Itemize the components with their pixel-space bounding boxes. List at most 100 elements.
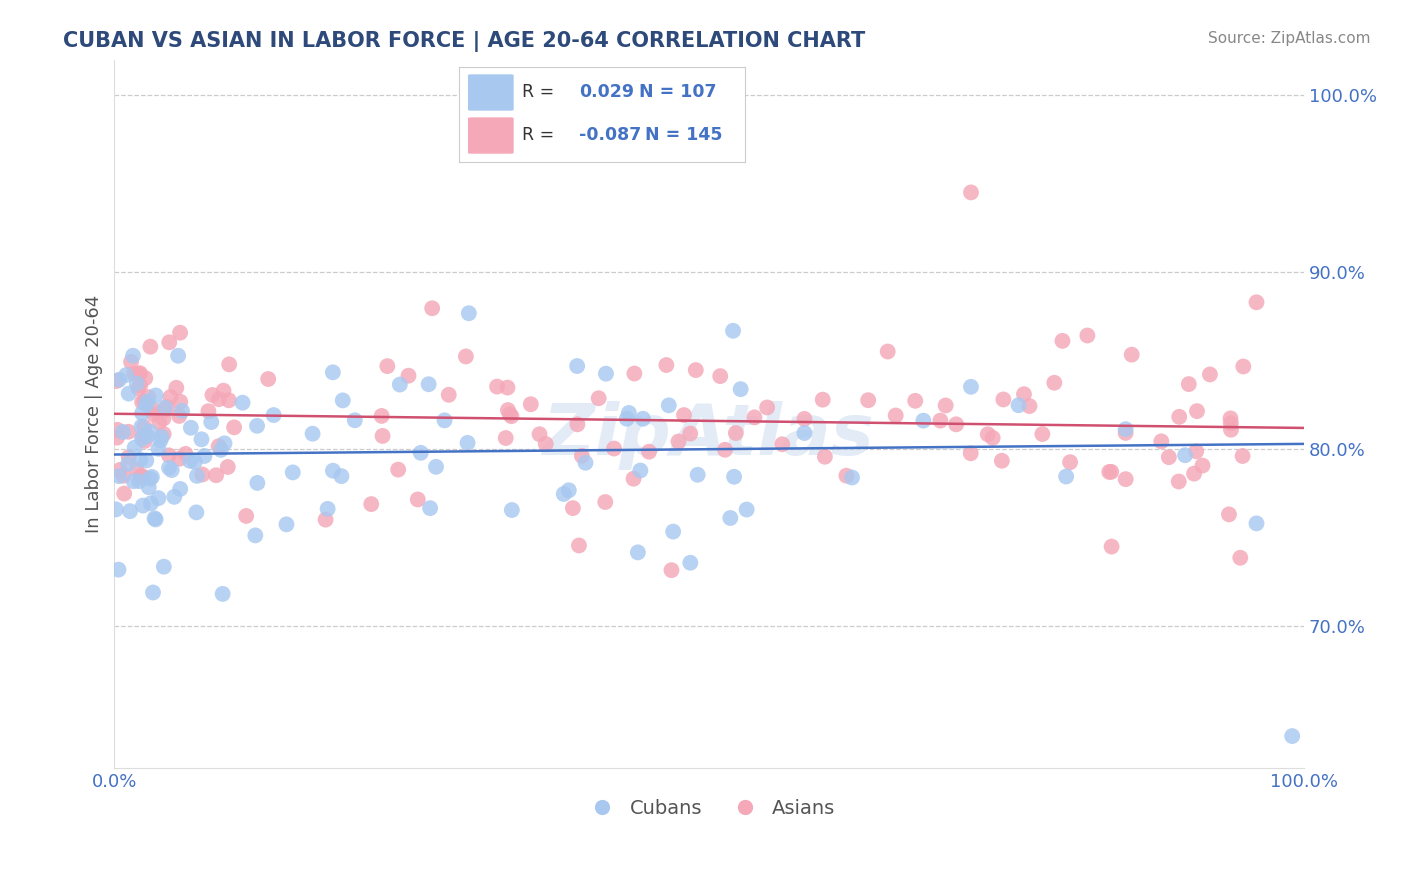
Point bbox=[190, 433, 212, 447]
Point bbox=[433, 413, 456, 427]
Point bbox=[143, 511, 166, 525]
Point bbox=[571, 449, 593, 463]
Point bbox=[128, 381, 150, 395]
Point bbox=[332, 393, 354, 408]
Point bbox=[534, 437, 557, 451]
Point bbox=[770, 437, 793, 451]
Point bbox=[135, 398, 157, 412]
Point bbox=[959, 446, 981, 460]
Point bbox=[122, 349, 145, 363]
Point bbox=[193, 449, 215, 463]
Point bbox=[139, 472, 162, 486]
Point bbox=[107, 563, 129, 577]
Point bbox=[1059, 455, 1081, 469]
Point bbox=[387, 462, 409, 476]
Point bbox=[1219, 416, 1241, 430]
Point bbox=[132, 470, 155, 484]
Point bbox=[1178, 377, 1201, 392]
Point bbox=[157, 449, 180, 463]
Point bbox=[322, 464, 344, 478]
Point bbox=[330, 469, 353, 483]
Point bbox=[856, 393, 879, 408]
Point bbox=[205, 468, 228, 483]
Point bbox=[437, 388, 460, 402]
Point bbox=[425, 459, 447, 474]
Point bbox=[131, 395, 153, 409]
Point bbox=[1219, 411, 1241, 425]
Point bbox=[1054, 469, 1077, 483]
Point bbox=[201, 388, 224, 402]
Point bbox=[208, 392, 231, 407]
Point bbox=[419, 501, 441, 516]
Point bbox=[124, 441, 146, 455]
Point bbox=[1018, 399, 1040, 413]
Point bbox=[108, 463, 131, 477]
Point bbox=[457, 435, 479, 450]
Point bbox=[454, 350, 477, 364]
Point bbox=[224, 420, 246, 434]
Point bbox=[232, 395, 254, 409]
Point bbox=[212, 384, 235, 398]
Point bbox=[835, 468, 858, 483]
Point bbox=[107, 423, 129, 437]
Point bbox=[420, 301, 443, 316]
Point bbox=[658, 398, 681, 412]
Point bbox=[1076, 328, 1098, 343]
Point bbox=[131, 432, 153, 446]
Point bbox=[134, 420, 156, 434]
Point bbox=[714, 442, 737, 457]
Point bbox=[981, 431, 1004, 445]
Point bbox=[1191, 458, 1213, 473]
Point bbox=[174, 447, 197, 461]
Point bbox=[558, 483, 581, 498]
Point bbox=[122, 367, 145, 381]
Point bbox=[132, 429, 155, 443]
Point bbox=[686, 467, 709, 482]
Point bbox=[153, 401, 176, 415]
Point bbox=[588, 391, 610, 405]
Point bbox=[1115, 472, 1137, 486]
Point bbox=[104, 502, 127, 516]
Point bbox=[169, 451, 191, 466]
Point bbox=[574, 456, 596, 470]
Point bbox=[1199, 368, 1222, 382]
Point bbox=[142, 402, 165, 417]
Point bbox=[118, 450, 141, 464]
Point bbox=[165, 381, 187, 395]
Point bbox=[148, 442, 170, 456]
Point bbox=[1229, 550, 1251, 565]
Point bbox=[322, 365, 344, 379]
Point bbox=[1052, 334, 1074, 348]
Point bbox=[163, 490, 186, 504]
Point bbox=[148, 415, 170, 429]
Point bbox=[793, 425, 815, 440]
Point bbox=[128, 474, 150, 488]
Point bbox=[152, 427, 174, 442]
Point bbox=[876, 344, 898, 359]
Point bbox=[679, 426, 702, 441]
Point bbox=[499, 407, 522, 421]
Point bbox=[1218, 508, 1240, 522]
Point bbox=[495, 431, 517, 445]
Point bbox=[129, 470, 152, 484]
Point bbox=[1150, 434, 1173, 449]
Point bbox=[603, 442, 626, 456]
Point bbox=[138, 480, 160, 494]
Point bbox=[945, 417, 967, 432]
Point bbox=[1167, 475, 1189, 489]
Point bbox=[281, 466, 304, 480]
Point bbox=[157, 460, 180, 475]
Point bbox=[211, 587, 233, 601]
Point bbox=[184, 455, 207, 469]
Point bbox=[520, 397, 543, 411]
Point bbox=[371, 429, 394, 443]
Point bbox=[316, 501, 339, 516]
Point bbox=[1098, 465, 1121, 479]
Point bbox=[179, 454, 201, 468]
Point bbox=[301, 426, 323, 441]
Point bbox=[616, 411, 638, 425]
Point bbox=[1043, 376, 1066, 390]
Point bbox=[565, 359, 588, 373]
Point bbox=[1182, 467, 1205, 481]
Point bbox=[814, 450, 837, 464]
